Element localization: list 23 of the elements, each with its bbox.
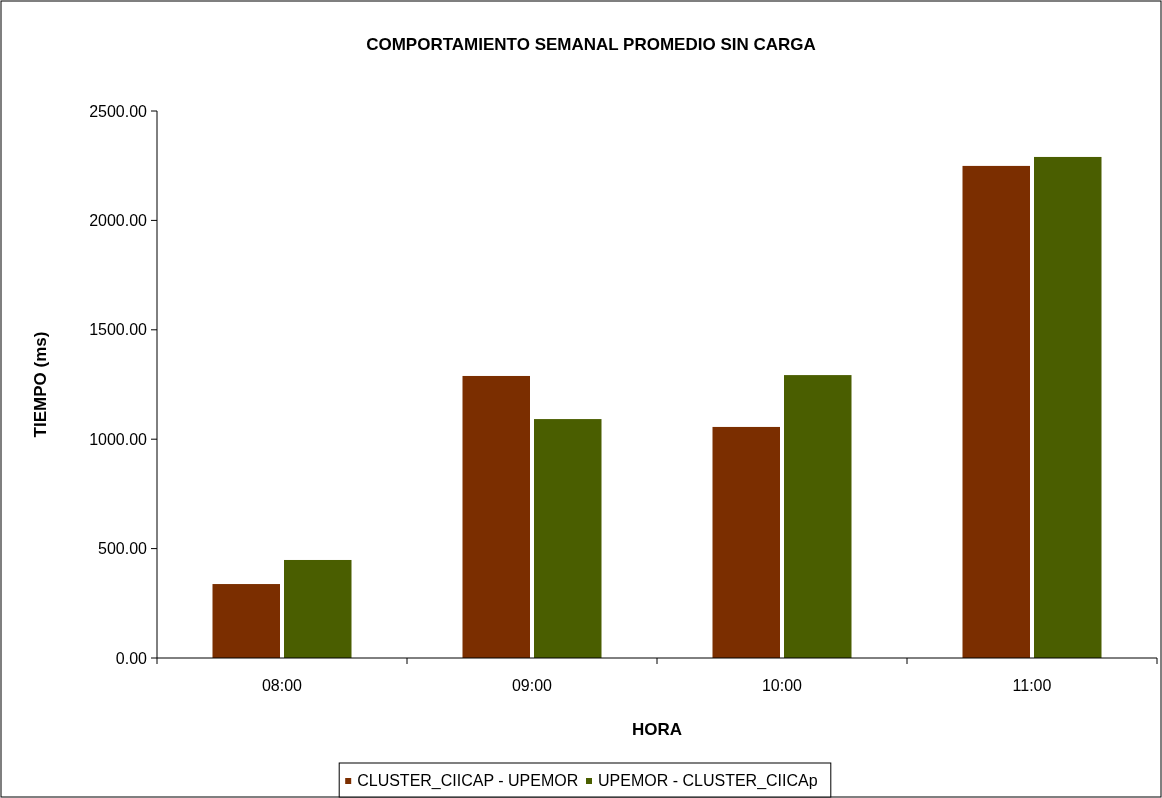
x-axis-title: HORA [631, 720, 683, 739]
bar [1034, 156, 1102, 658]
y-tick-label: 0.00 [115, 649, 148, 667]
y-tick-label: 2000.00 [89, 212, 148, 229]
bar [712, 426, 780, 658]
x-tick-label: 09:00 [511, 677, 553, 694]
y-tick-label: 1500.00 [89, 321, 148, 339]
y-tick-label: 2500.00 [89, 102, 148, 120]
y-tick-label: 500.00 [98, 540, 148, 558]
x-tick-label: 10:00 [761, 677, 803, 694]
chart-title: COMPORTAMIENTO SEMANAL PROMEDIO SIN CARGA [366, 35, 816, 54]
bar [534, 419, 602, 658]
bar [962, 165, 1030, 658]
bar [212, 584, 280, 658]
y-tick-label: 1000.00 [89, 430, 148, 448]
bar [462, 375, 530, 658]
bar [784, 375, 852, 658]
legend-label: CLUSTER_CIICAP - UPEMOR [357, 772, 579, 790]
bar [284, 559, 352, 658]
y-axis-title: TIEMPO (ms) [31, 331, 50, 438]
legend-label: UPEMOR - CLUSTER_CIICAp [598, 772, 818, 790]
x-tick-label: 08:00 [261, 677, 303, 694]
x-tick-label: 11:00 [1012, 677, 1052, 694]
